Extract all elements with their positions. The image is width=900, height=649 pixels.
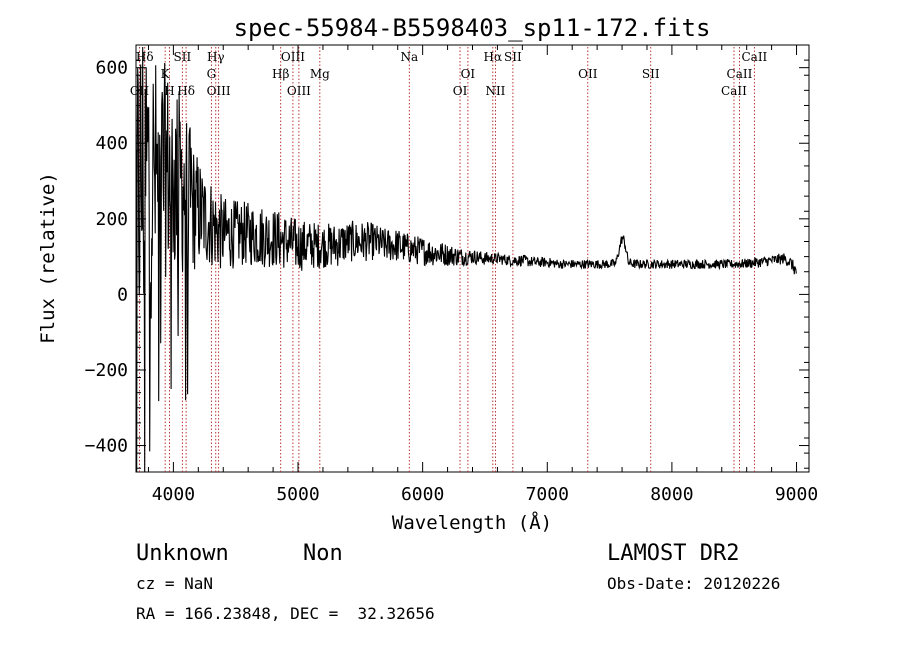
x-tick-label: 9000 bbox=[775, 484, 818, 505]
spectral-line-label: G bbox=[207, 67, 217, 81]
redshift-text: cz = NaN bbox=[136, 574, 213, 593]
spectral-line-label: Hβ bbox=[272, 67, 289, 81]
spectral-line-label: OIII bbox=[207, 84, 231, 98]
spectral-line-label: CaII bbox=[727, 67, 753, 81]
spectral-line-label: K bbox=[161, 67, 171, 81]
y-tick-label: −400 bbox=[85, 436, 128, 457]
y-tick-label: 400 bbox=[95, 133, 128, 154]
spectrum-line bbox=[135, 46, 797, 473]
spectral-line-label: Hγ bbox=[207, 50, 225, 64]
spectral-line-label: Hδ bbox=[136, 50, 154, 64]
spectral-line-label: Mg bbox=[310, 67, 330, 81]
x-tick-label: 7000 bbox=[526, 484, 569, 505]
spectral-line-label: OI bbox=[453, 84, 468, 98]
object-class-text: Unknown bbox=[136, 541, 229, 566]
spectral-line-label: SII bbox=[174, 50, 192, 64]
y-tick-label: 0 bbox=[117, 284, 128, 305]
y-tick-label: 200 bbox=[95, 209, 128, 230]
coordinates-text: RA = 166.23848, DEC = 32.32656 bbox=[136, 604, 435, 623]
spectral-line-label: OII bbox=[578, 67, 598, 81]
spectral-line-label: OIII bbox=[287, 84, 311, 98]
spectral-line-label: CaII bbox=[721, 84, 747, 98]
spectral-line-label: OI bbox=[461, 67, 476, 81]
y-axis-label: Flux (relative) bbox=[37, 172, 59, 344]
spectral-line-label: Hδ bbox=[177, 84, 195, 98]
x-tick-label: 4000 bbox=[152, 484, 195, 505]
x-tick-label: 5000 bbox=[276, 484, 319, 505]
spectral-line-label: NII bbox=[485, 84, 505, 98]
chart-title: spec-55984-B5598403_sp11-172.fits bbox=[234, 14, 711, 42]
y-tick-label: 600 bbox=[95, 58, 128, 79]
spectral-line-label: Hα bbox=[484, 50, 503, 64]
spectral-line-label: CaII bbox=[741, 50, 767, 64]
subclass-text: Non bbox=[303, 541, 343, 566]
spectral-line-label: SII bbox=[504, 50, 522, 64]
axis-layer: 4000 5000 6000 7000 8000 9000 −400 −200 0 200 400 6… bbox=[85, 45, 818, 505]
obs-date-text: Obs-Date: 20120226 bbox=[607, 574, 780, 593]
y-tick-label: −200 bbox=[85, 360, 128, 381]
spectral-line-label: Na bbox=[400, 50, 418, 64]
x-tick-label: 6000 bbox=[401, 484, 444, 505]
x-tick-label: 8000 bbox=[650, 484, 693, 505]
spectral-line-label: H bbox=[164, 84, 174, 98]
spectral-line-label: OIII bbox=[281, 50, 305, 64]
survey-text: LAMOST DR2 bbox=[607, 541, 739, 566]
x-axis-label: Wavelength (Å) bbox=[392, 511, 552, 534]
spectral-line-label: SII bbox=[642, 67, 660, 81]
spectral-line-label: OII bbox=[130, 84, 150, 98]
spectrum-layer bbox=[135, 46, 797, 473]
